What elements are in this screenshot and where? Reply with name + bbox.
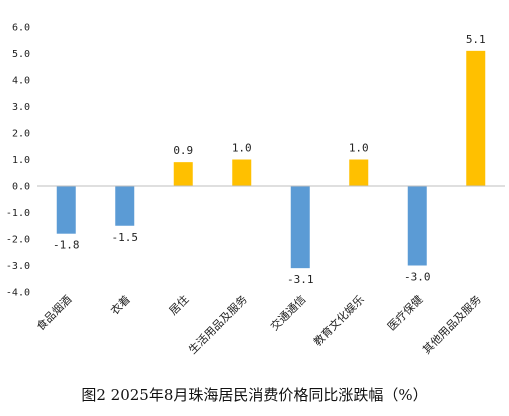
bar: [173, 162, 193, 186]
y-tick-label: 5.0: [12, 49, 30, 60]
x-tick-label: 教育文化娱乐: [310, 292, 367, 349]
x-tick-label: 其他用品及服务: [420, 293, 484, 357]
chart-title: 图2 2025年8月珠海居民消费价格同比涨跌幅（%）: [81, 386, 428, 404]
x-tick-label: 居住: [166, 292, 191, 317]
x-tick-label: 食品烟酒: [33, 292, 74, 333]
y-tick-label: 4.0: [12, 76, 30, 87]
y-tick-label: 6.0: [12, 23, 30, 34]
data-label: 5.1: [466, 33, 486, 46]
bar: [407, 186, 427, 266]
data-labels: -1.8 -1.5 0.9 1.0 -3.1 1.0 -3.0 5.1: [53, 33, 486, 286]
bar-chart: 6.0 5.0 4.0 3.0 2.0 1.0 0.0 -1.0 -2.0 -3.0 -4.0 -1…: [6, 23, 505, 357]
y-tick-label: 3.0: [12, 102, 30, 113]
bar-series: [56, 50, 486, 269]
data-label: 0.9: [173, 144, 193, 157]
data-label: -3.1: [287, 273, 314, 286]
bar: [466, 50, 486, 186]
data-label: -1.8: [53, 239, 80, 252]
x-tick-label: 生活用品及服务: [186, 292, 250, 356]
y-tick-label: -4.0: [6, 288, 30, 299]
bar: [349, 159, 369, 186]
y-axis: 6.0 5.0 4.0 3.0 2.0 1.0 0.0 -1.0 -2.0 -3.0 -4.0: [6, 23, 30, 299]
x-tick-label: 衣着: [107, 292, 132, 317]
bar: [56, 186, 76, 234]
x-tick-label: 医疗保健: [384, 292, 425, 333]
y-tick-label: 1.0: [12, 155, 30, 166]
bar: [115, 186, 135, 226]
data-label: 1.0: [349, 142, 369, 155]
x-tick-label: 交通通信: [267, 292, 308, 333]
y-tick-label: -1.0: [6, 208, 30, 219]
bar: [290, 186, 310, 269]
y-tick-label: 0.0: [12, 182, 30, 193]
data-label: 1.0: [232, 142, 252, 155]
data-label: -3.0: [404, 271, 431, 284]
y-tick-label: 2.0: [12, 129, 30, 140]
y-tick-label: -2.0: [6, 235, 30, 246]
data-label: -1.5: [112, 231, 139, 244]
y-tick-label: -3.0: [6, 261, 30, 272]
bar: [232, 159, 252, 186]
